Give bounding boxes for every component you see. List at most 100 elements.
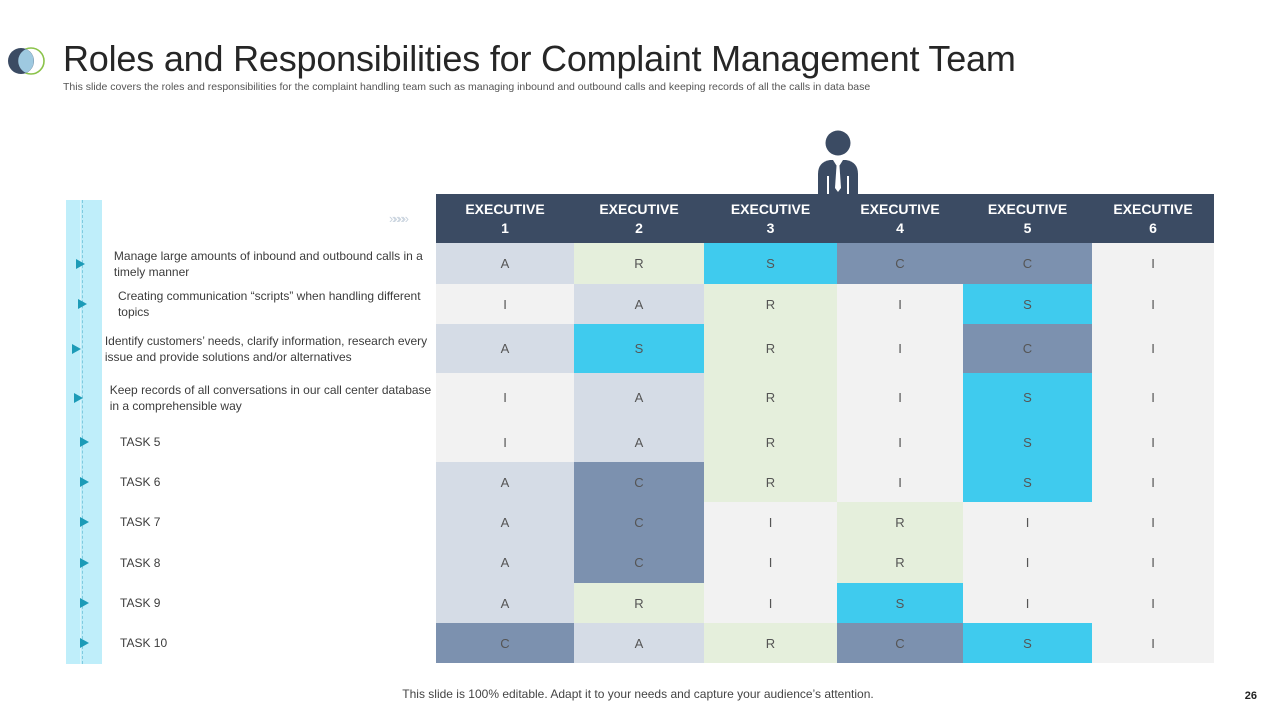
matrix-cell: I <box>837 422 963 462</box>
matrix-cell: S <box>574 324 704 373</box>
task-label: TASK 8 <box>120 555 161 570</box>
footer-note: This slide is 100% editable. Adapt it to… <box>0 687 1280 701</box>
matrix-cell: I <box>704 583 837 623</box>
column-header-number: 1 <box>501 220 509 236</box>
play-triangle-icon <box>66 343 87 354</box>
page-title: Roles and Responsibilities for Complaint… <box>63 38 1016 79</box>
task-label: Manage large amounts of inbound and outb… <box>113 248 423 279</box>
matrix-cell: I <box>1092 462 1214 502</box>
side-band-dashed-line <box>82 200 83 664</box>
overlapping-circles-logo-icon <box>8 47 45 75</box>
task-label: TASK 10 <box>120 636 168 650</box>
matrix-cell: A <box>436 243 574 284</box>
column-header-label: EXECUTIVE <box>599 201 679 217</box>
matrix-cell: A <box>436 324 574 373</box>
task-row: TASK 5 <box>66 422 436 462</box>
matrix-cell: S <box>963 373 1092 422</box>
matrix-cell: C <box>963 324 1092 373</box>
matrix-cell: S <box>837 583 963 623</box>
matrix-cell: R <box>704 462 837 502</box>
column-header-label: EXECUTIVE <box>987 201 1068 217</box>
matrix-cell: C <box>574 462 704 502</box>
raci-matrix: EXECUTIVE 1 EXECUTIVE 2 EXECUTIVE 3 EXECUTIVE 4… <box>436 194 1214 663</box>
matrix-cell: A <box>436 502 574 542</box>
column-header-label: EXECUTIVE <box>465 201 545 217</box>
task-row: Creating communication “scripts” when ha… <box>66 284 436 324</box>
play-triangle-icon <box>66 477 102 487</box>
matrix-cell: R <box>574 583 704 623</box>
matrix-cell: I <box>963 502 1092 542</box>
task-row: Identify customers’ needs, clarify infor… <box>66 324 436 373</box>
matrix-cell: C <box>837 623 963 663</box>
column-header-executive-3: EXECUTIVE 3 <box>704 194 837 243</box>
matrix-cell: I <box>1092 422 1214 462</box>
matrix-cell: I <box>1092 623 1214 663</box>
play-triangle-icon <box>66 258 96 269</box>
page-subtitle: This slide covers the roles and responsi… <box>63 81 871 93</box>
matrix-cell: R <box>574 243 704 284</box>
task-label: Keep records of all conversations in our… <box>109 382 432 413</box>
matrix-cell: I <box>436 422 574 462</box>
businessman-icon <box>818 130 858 196</box>
matrix-cell: I <box>837 373 963 422</box>
matrix-cell: I <box>1092 243 1214 284</box>
matrix-cell: R <box>704 284 837 324</box>
side-band-line <box>80 200 81 664</box>
matrix-cell: R <box>837 502 963 542</box>
task-row: Keep records of all conversations in our… <box>66 373 436 422</box>
matrix-cell: I <box>1092 542 1214 583</box>
matrix-cell: A <box>436 542 574 583</box>
matrix-cell: S <box>704 243 837 284</box>
column-header-label: EXECUTIVE <box>860 201 940 217</box>
column-header-number: 5 <box>1023 220 1032 236</box>
task-row: TASK 6 <box>66 462 436 502</box>
matrix-cell: I <box>837 324 963 373</box>
column-header-number: 2 <box>635 220 643 236</box>
column-header-executive-5: EXECUTIVE 5 <box>963 194 1092 243</box>
matrix-cell: I <box>1092 284 1214 324</box>
column-header-label: EXECUTIVE <box>730 201 811 217</box>
task-row: TASK 9 <box>66 583 436 623</box>
column-header-executive-6: EXECUTIVE 6 <box>1092 194 1214 243</box>
task-label: TASK 5 <box>120 435 161 449</box>
column-header-executive-2: EXECUTIVE 2 <box>574 194 704 243</box>
matrix-cell: C <box>963 243 1092 284</box>
play-triangle-icon <box>66 392 92 403</box>
matrix-cell: A <box>436 462 574 502</box>
play-triangle-icon <box>66 437 102 447</box>
task-label: Identify customers’ needs, clarify infor… <box>104 333 428 364</box>
page-number: 26 <box>1244 690 1257 702</box>
play-triangle-icon <box>66 517 102 527</box>
matrix-cell: A <box>574 422 704 462</box>
matrix-cell: I <box>1092 502 1214 542</box>
play-triangle-icon <box>66 638 102 648</box>
column-header-label: EXECUTIVE <box>1113 201 1193 217</box>
footer-note-text: This slide is 100% editable. Adapt it to… <box>402 687 874 701</box>
matrix-cell: A <box>574 284 704 324</box>
side-band <box>66 200 102 664</box>
matrix-cell: I <box>436 284 574 324</box>
task-row: Manage large amounts of inbound and outb… <box>66 243 436 284</box>
matrix-cell: I <box>704 502 837 542</box>
matrix-cell: I <box>1092 324 1214 373</box>
matrix-cell: I <box>1092 583 1214 623</box>
column-header-number: 4 <box>896 220 904 236</box>
task-label: TASK 6 <box>120 475 161 489</box>
matrix-cell: R <box>704 373 837 422</box>
matrix-cell: I <box>1092 373 1214 422</box>
task-row: TASK 8 <box>66 542 436 583</box>
matrix-cell: C <box>574 502 704 542</box>
matrix-cell: I <box>963 542 1092 583</box>
matrix-cell: A <box>574 373 704 422</box>
matrix-cell: S <box>963 284 1092 324</box>
play-triangle-icon <box>66 598 102 608</box>
matrix-cell: C <box>837 243 963 284</box>
